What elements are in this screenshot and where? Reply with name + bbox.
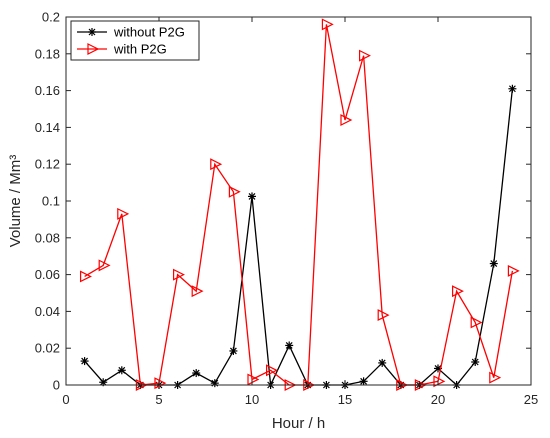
plot-area <box>66 17 531 385</box>
data-point-with-p2g <box>173 268 185 281</box>
data-point-without-p2g <box>80 357 89 366</box>
x-tick-label: 15 <box>338 392 352 407</box>
legend-marker-without-p2g <box>88 28 96 36</box>
x-tick-label: 5 <box>155 392 162 407</box>
x-tick-label: 20 <box>431 392 445 407</box>
data-point-without-p2g <box>117 366 126 375</box>
tick-layer: 0 5 10 15 20 25 0 0.02 0.04 0.06 0.08 0.1 0.12 0.14 0.… <box>35 10 539 408</box>
data-point-with-p2g <box>98 259 111 272</box>
y-tick-label: 0.06 <box>35 267 60 282</box>
y-axis-label: Volume / Mm³ <box>7 155 24 248</box>
data-point-with-p2g <box>321 18 334 31</box>
data-point-without-p2g <box>359 377 368 386</box>
legend-label-without-p2g: without P2G <box>113 25 185 40</box>
data-point-without-p2g <box>378 358 387 367</box>
data-point-with-p2g <box>359 49 371 62</box>
legend-box <box>70 20 200 61</box>
legend-label-with-p2g: with P2G <box>113 42 167 57</box>
data-point-without-p2g <box>285 341 294 350</box>
data-point-without-p2g <box>508 84 517 93</box>
y-tick-label: 0.14 <box>35 120 60 135</box>
legend-marker-with-p2g <box>87 43 100 55</box>
data-point-with-p2g <box>266 364 278 377</box>
data-point-with-p2g <box>79 270 92 283</box>
data-point-with-p2g <box>340 114 353 127</box>
data-point-without-p2g <box>192 369 201 378</box>
data-point-with-p2g <box>191 285 204 298</box>
data-point-without-p2g <box>99 378 108 387</box>
data-point-without-p2g <box>248 192 256 201</box>
data-point-without-p2g <box>489 259 498 268</box>
data-point-with-p2g <box>228 185 241 198</box>
data-point-with-p2g <box>247 373 260 386</box>
y-tick-label: 0.16 <box>35 83 60 98</box>
data-point-with-p2g <box>489 371 502 384</box>
y-tick-label: 0.12 <box>35 157 60 172</box>
data-point-with-p2g <box>507 264 520 277</box>
data-point-with-p2g <box>154 377 167 390</box>
y-tick-label: 0.04 <box>35 304 60 319</box>
data-point-with-p2g <box>117 207 130 220</box>
legend: without P2G with P2G <box>70 20 200 61</box>
data-point-without-p2g <box>471 358 480 366</box>
y-tick-label: 0.2 <box>42 10 60 25</box>
data-point-with-p2g <box>470 316 483 329</box>
data-point-with-p2g <box>377 309 390 322</box>
x-tick-label: 25 <box>524 392 538 407</box>
x-tick-label: 10 <box>245 392 259 407</box>
x-axis-label: Hour / h <box>272 415 325 432</box>
y-tick-label: 0.08 <box>35 230 60 245</box>
x-tick-label: 0 <box>62 392 69 407</box>
data-point-with-p2g <box>433 375 446 388</box>
data-point-without-p2g <box>229 346 238 355</box>
y-tick-label: 0.1 <box>42 194 60 209</box>
y-tick-label: 0.02 <box>35 341 60 356</box>
data-point-without-p2g <box>210 379 219 388</box>
y-tick-label: 0.18 <box>35 46 60 61</box>
y-tick-label: 0 <box>53 378 60 393</box>
data-point-with-p2g <box>210 158 223 171</box>
data-point-with-p2g <box>452 285 464 298</box>
